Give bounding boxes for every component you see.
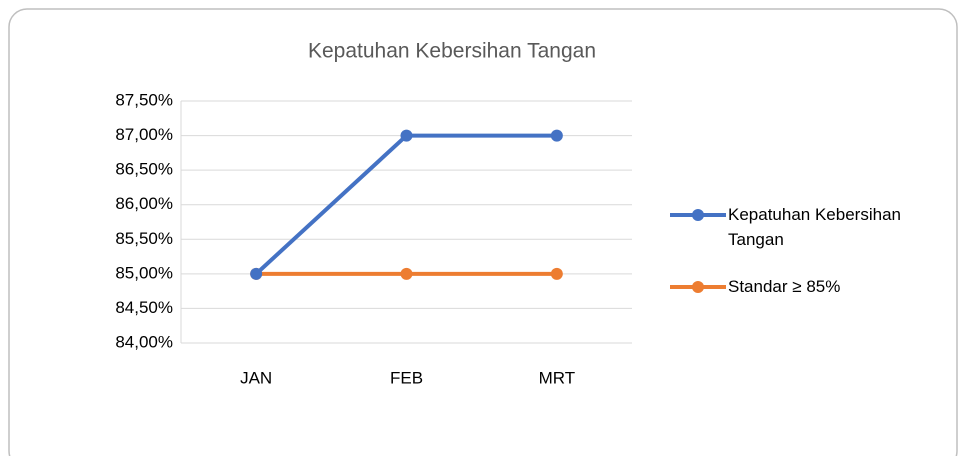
y-tick-label: 86,00% [115,194,173,213]
data-point [550,129,563,142]
y-tick-label: 86,50% [115,160,173,179]
y-tick-label: 85,50% [115,229,173,248]
x-tick-label: FEB [390,368,423,387]
x-tick-label: MRT [539,368,576,387]
y-tick-label: 85,00% [115,263,173,282]
legend-marker [692,281,704,293]
chart-title: Kepatuhan Kebersihan Tangan [308,40,596,63]
data-point [400,267,413,280]
y-tick-label: 87,50% [115,90,173,109]
y-tick-label: 84,50% [115,298,173,317]
legend-marker [692,209,704,221]
x-tick-label: JAN [240,368,272,387]
data-point [550,267,563,280]
legend-label: Kepatuhan Kebersihan Tangan [728,205,901,249]
data-point [250,267,263,280]
legend-label: Standar ≥ 85% [728,277,841,296]
y-tick-label: 87,00% [115,125,173,144]
data-point [400,129,413,142]
y-tick-label: 84,00% [115,332,173,351]
chart-frame [8,8,958,456]
